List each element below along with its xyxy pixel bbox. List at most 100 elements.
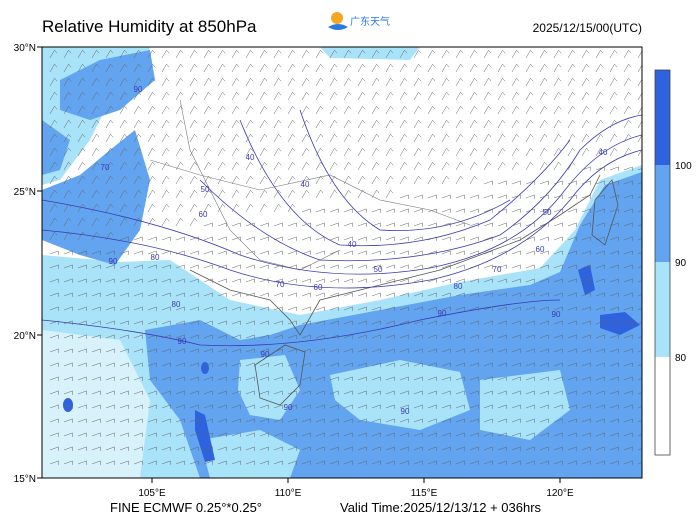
wind-barb — [175, 348, 185, 353]
wind-barb — [175, 390, 185, 395]
rh-80-90 — [238, 355, 300, 420]
wind-barb — [441, 306, 451, 311]
wind-barb — [175, 161, 184, 171]
wind-barb — [539, 278, 549, 283]
wind-barb — [371, 105, 380, 115]
wind-barb — [343, 306, 353, 311]
wind-barb — [497, 292, 507, 297]
wind-barb — [105, 306, 115, 311]
wind-barb — [273, 278, 283, 283]
wind-barb — [567, 180, 577, 185]
wind-barb — [231, 189, 240, 199]
wind-barb — [623, 63, 632, 73]
wind-barb — [119, 119, 128, 129]
wind-barb — [329, 376, 339, 381]
wind-barb — [441, 278, 451, 283]
contour-label: 80 — [151, 253, 160, 262]
wind-barb — [301, 446, 311, 451]
wind-barb — [385, 278, 395, 283]
wind-barb — [161, 334, 171, 339]
wind-barb — [287, 348, 297, 353]
wind-barb — [287, 264, 297, 269]
wind-barb — [301, 432, 311, 437]
wind-barb — [147, 390, 157, 395]
contour-label: 70 — [101, 163, 110, 172]
wind-barb — [245, 362, 255, 367]
wind-barb — [63, 250, 73, 255]
wind-barb — [245, 306, 255, 311]
wind-barb — [539, 404, 549, 409]
wind-barb — [385, 133, 394, 143]
wind-barb — [357, 334, 367, 339]
wind-barb — [287, 77, 296, 87]
wind-barb — [63, 320, 73, 325]
wind-barb — [567, 334, 577, 339]
wind-barb — [511, 208, 521, 213]
wind-barb — [357, 161, 366, 171]
wind-barb — [455, 320, 465, 325]
wind-barb — [441, 194, 451, 199]
wind-barb — [329, 264, 339, 269]
wind-barb — [609, 208, 619, 213]
wind-barb — [567, 161, 576, 171]
wind-barb — [525, 208, 535, 213]
wind-barb — [217, 306, 227, 311]
wind-barb — [259, 460, 269, 465]
wind-barb — [483, 208, 493, 213]
wind-barb — [371, 292, 381, 297]
wind-barb — [119, 189, 128, 199]
wind-barb — [329, 91, 338, 101]
wind-barb — [63, 460, 73, 465]
wind-barb — [287, 404, 297, 409]
wind-barb — [287, 334, 297, 339]
wind-barb — [469, 460, 479, 465]
wind-barb — [315, 278, 325, 283]
wind-barb — [147, 432, 157, 437]
wind-barb — [77, 446, 87, 451]
wind-barb — [77, 189, 86, 199]
wind-barb — [553, 320, 563, 325]
wind-barb — [301, 348, 311, 353]
wind-barb — [483, 278, 493, 283]
wind-barb — [231, 460, 241, 465]
wind-barb — [161, 217, 170, 227]
wind-barb — [595, 418, 605, 423]
wind-barb — [245, 175, 254, 185]
wind-barb — [385, 404, 395, 409]
wind-barb — [343, 105, 352, 115]
wind-barb — [175, 460, 185, 465]
wind-barb — [49, 63, 58, 73]
wind-barb — [315, 292, 325, 297]
model-info: FINE ECMWF 0.25°*0.25° — [110, 500, 262, 515]
wind-barb — [399, 418, 409, 423]
contour-label: 50 — [201, 185, 210, 194]
lon-axis: 105°E 110°E 115°E 120°E — [138, 478, 574, 499]
contour-label: 70 — [493, 265, 502, 274]
wind-barb — [259, 105, 268, 115]
wind-barb — [581, 194, 591, 199]
wind-barb — [287, 175, 296, 185]
wind-barb — [49, 161, 58, 171]
wind-barb — [91, 446, 101, 451]
wind-barb — [231, 133, 240, 143]
wind-barb — [343, 222, 353, 227]
wind-barb — [301, 404, 311, 409]
wind-barb — [623, 376, 633, 381]
wind-barb — [329, 306, 339, 311]
wind-barb — [161, 264, 171, 269]
wind-barb — [301, 208, 311, 213]
lat-axis: 30°N 25°N 20°N 15°N — [14, 43, 42, 485]
wind-barb — [455, 63, 464, 73]
wind-barb — [175, 278, 185, 283]
wind-barb — [273, 203, 282, 213]
wind-barb — [315, 147, 324, 157]
province-border — [149, 159, 471, 226]
wind-barb — [609, 404, 619, 409]
wind-barb — [287, 306, 297, 311]
lon-label: 105°E — [138, 488, 166, 499]
wind-barb — [245, 320, 255, 325]
wind-barb — [525, 460, 535, 465]
wind-barb — [315, 306, 325, 311]
wind-barb — [497, 278, 507, 283]
wind-barb — [63, 63, 72, 73]
